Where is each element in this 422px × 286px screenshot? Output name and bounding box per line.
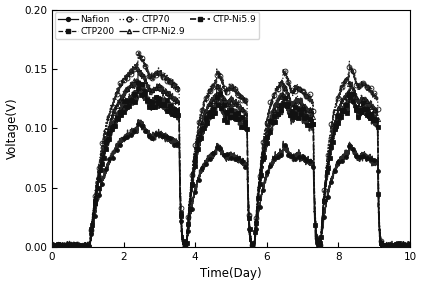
Legend: Nafion, CTP200, CTP70, CTP-Ni2.9, CTP-Ni5.9: Nafion, CTP200, CTP70, CTP-Ni2.9, CTP-Ni… [55, 12, 260, 39]
X-axis label: Time(Day): Time(Day) [200, 267, 262, 281]
Y-axis label: Voltage(V): Voltage(V) [5, 98, 19, 159]
